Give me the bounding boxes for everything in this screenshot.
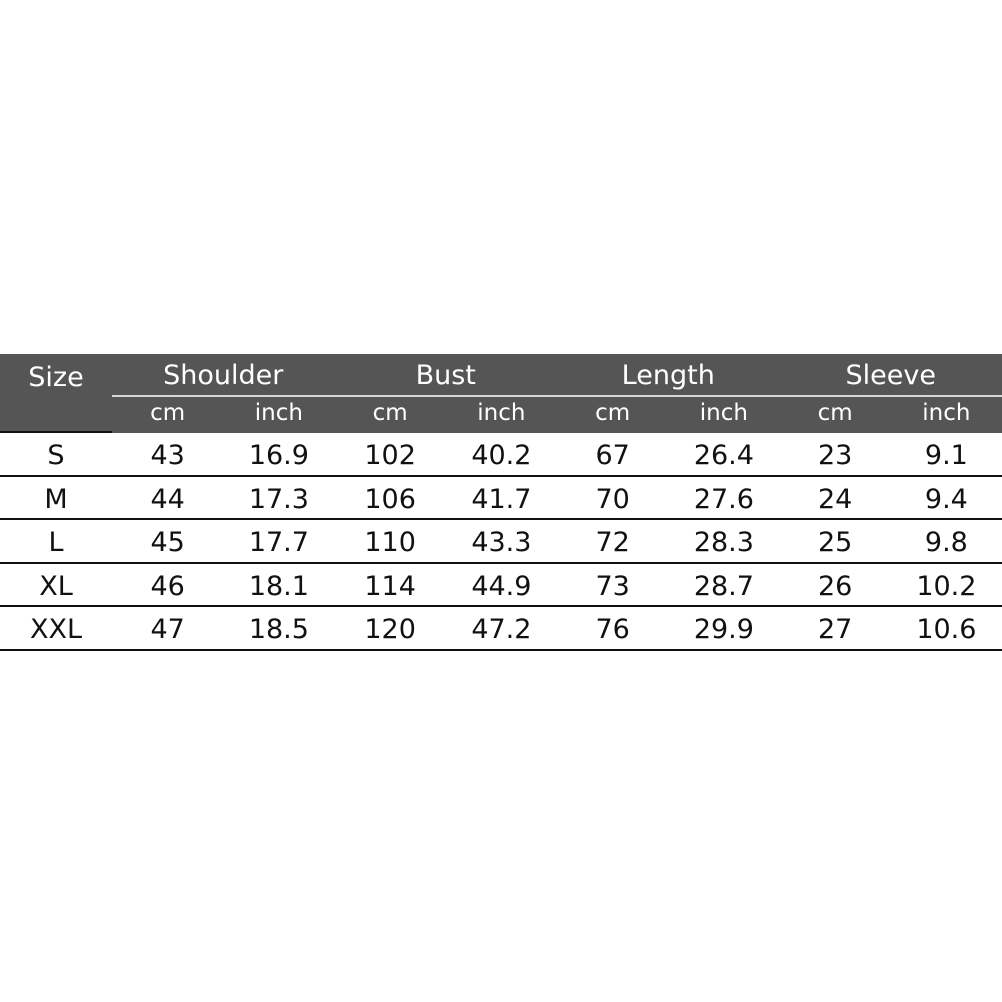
table-cell: 67	[595, 440, 630, 471]
row-divider	[0, 474, 1002, 477]
table-cell: 18.5	[248, 614, 309, 646]
table-cell: 17.7	[248, 527, 309, 559]
table-cell: 28.3	[693, 527, 754, 559]
table-cell: 43	[150, 440, 185, 471]
size-label: S	[47, 440, 65, 471]
table-cell: 70	[595, 483, 630, 515]
size-column-divider	[0, 431, 112, 433]
table-cell: 9.4	[924, 483, 968, 515]
table-cell: 46	[150, 570, 185, 602]
table-cell: 41.7	[471, 483, 532, 515]
unit-header-cm: cm	[372, 400, 408, 426]
table-cell: 73	[595, 570, 630, 602]
size-label: M	[44, 483, 68, 515]
unit-header-cm: cm	[150, 400, 186, 426]
table-cell: 24	[817, 483, 853, 515]
unit-header-inch: inch	[254, 400, 303, 426]
table-cell: 26	[817, 570, 853, 602]
size-label: XL	[39, 570, 73, 602]
group-header-sleeve: Sleeve	[845, 360, 936, 391]
group-header-bust: Bust	[415, 360, 476, 391]
table-cell: 10.6	[916, 614, 977, 646]
table-header	[0, 354, 1002, 433]
unit-header-inch: inch	[922, 400, 971, 426]
table-cell: 25	[817, 527, 853, 559]
table-cell: 44	[150, 483, 185, 515]
table-cell: 106	[364, 483, 416, 515]
table-cell: 29.9	[693, 614, 754, 646]
row-divider	[0, 518, 1002, 521]
header-divider	[112, 395, 1002, 397]
unit-header-inch: inch	[477, 400, 526, 426]
table-cell: 18.1	[248, 570, 309, 602]
group-header-shoulder: Shoulder	[163, 360, 284, 391]
table-cell: 10.2	[916, 570, 977, 602]
unit-header-cm: cm	[595, 400, 631, 426]
table-cell: 45	[150, 527, 185, 559]
table-cell: 27	[817, 614, 853, 646]
table-cell: 17.3	[248, 483, 309, 515]
table-cell: 47.2	[471, 614, 532, 646]
size-header: Size	[28, 362, 84, 393]
table-cell: 26.4	[693, 440, 754, 471]
table-cell: 47	[150, 614, 185, 646]
row-divider	[0, 605, 1002, 608]
table-cell: 102	[364, 440, 416, 471]
table-cell: 43.3	[471, 527, 532, 559]
table-cell: 28.7	[693, 570, 754, 602]
table-cell: 114	[364, 570, 416, 602]
table-cell: 9.8	[924, 527, 968, 559]
unit-header-inch: inch	[699, 400, 748, 426]
table-cell: 27.6	[693, 483, 754, 515]
table-cell: 110	[364, 527, 416, 559]
size-label: L	[48, 527, 64, 559]
size-label: XXL	[29, 614, 83, 646]
unit-header-cm: cm	[817, 400, 853, 426]
table-cell: 76	[595, 614, 630, 646]
group-header-length: Length	[621, 360, 715, 391]
table-cell: 120	[364, 614, 416, 646]
row-divider	[0, 649, 1002, 651]
table-cell: 23	[817, 440, 853, 471]
row-divider	[0, 561, 1002, 564]
table-cell: 16.9	[248, 440, 309, 471]
table-cell: 44.9	[471, 570, 532, 602]
table-cell: 9.1	[924, 440, 968, 471]
table-cell: 72	[595, 527, 630, 559]
table-cell: 40.2	[471, 440, 532, 471]
